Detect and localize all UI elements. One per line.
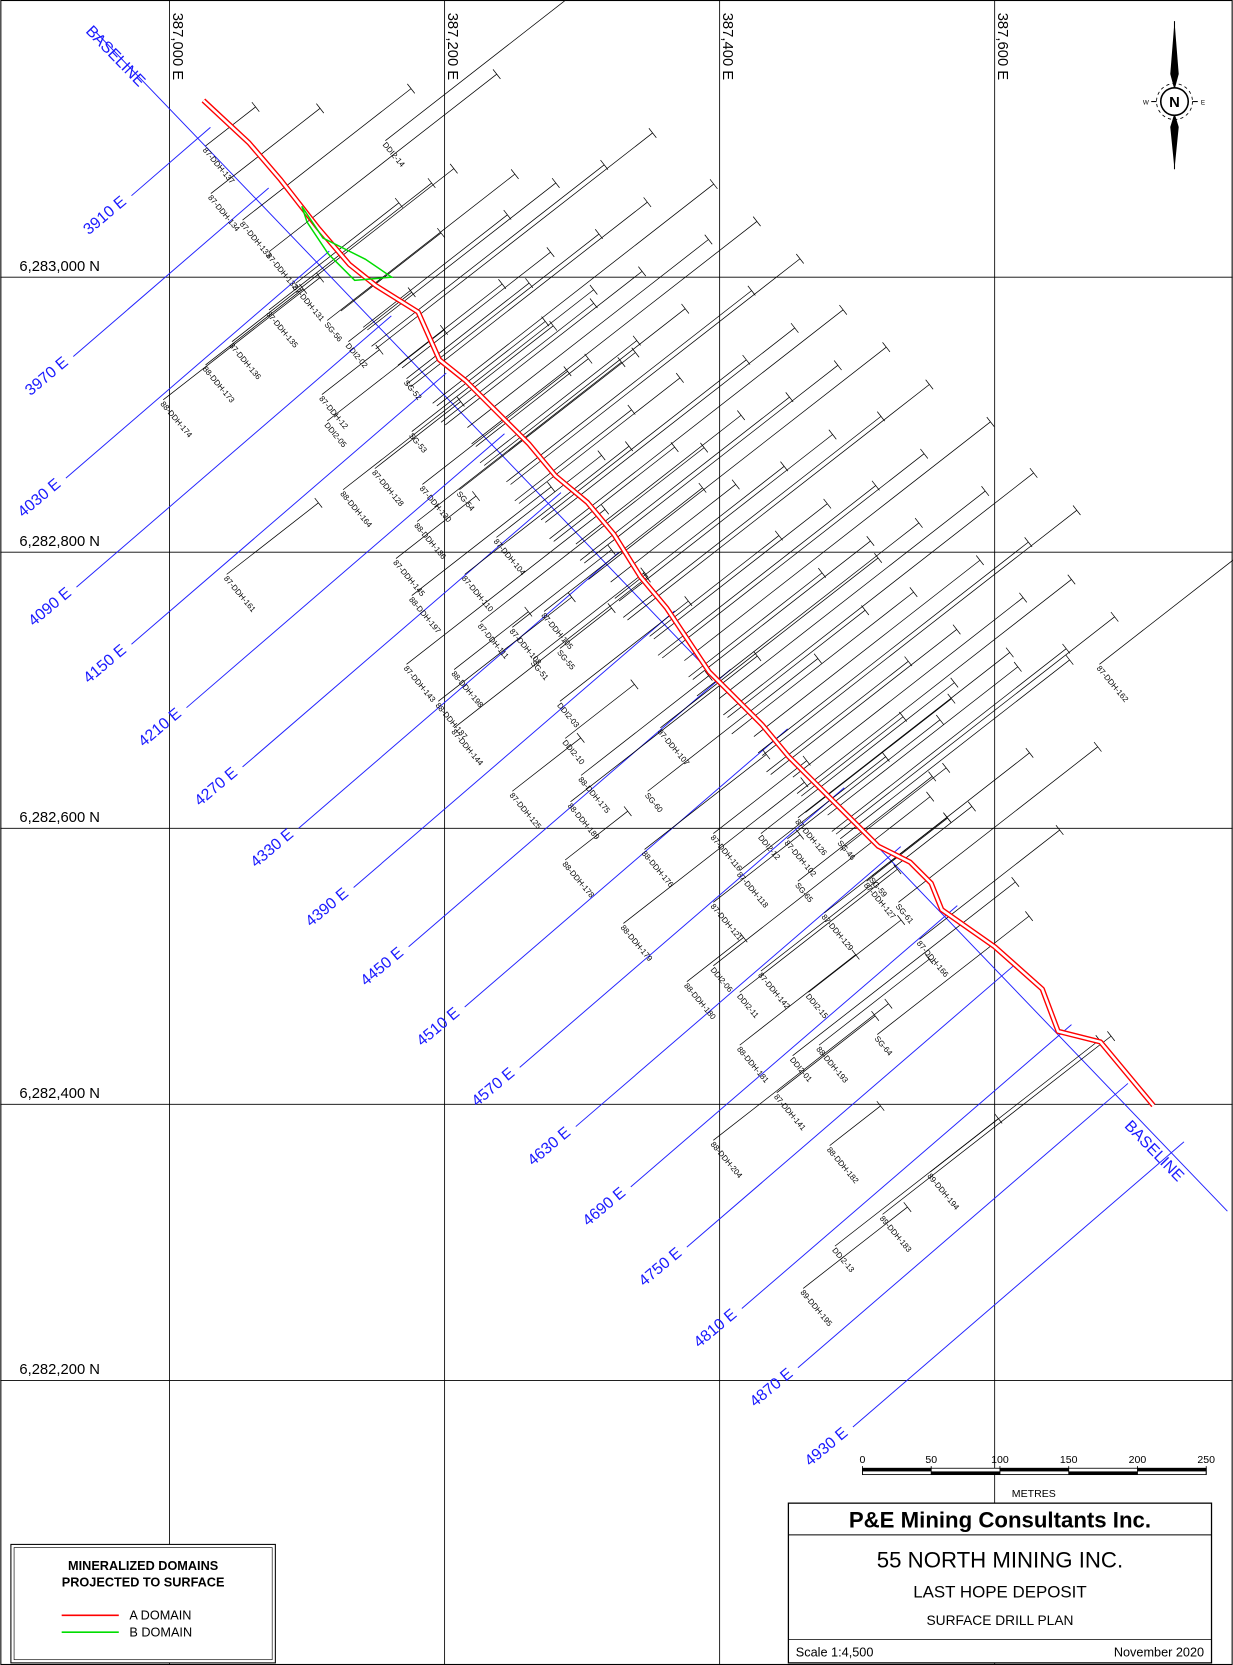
scale-bar-segment <box>1069 1471 1138 1474</box>
scale-tick-label: 50 <box>925 1454 937 1466</box>
scale-text: Scale 1:4,500 <box>796 1646 874 1660</box>
easting-label: 387,200 E <box>444 13 460 81</box>
compass-north: N <box>1169 95 1180 111</box>
scale-tick-label: 100 <box>991 1454 1009 1466</box>
legend-title: MINERALIZED DOMAINS <box>68 1559 218 1573</box>
scale-bar-segment <box>1000 1468 1069 1471</box>
legend: MINERALIZED DOMAINS PROJECTED TO SURFACE… <box>11 1544 275 1662</box>
easting-label: 387,400 E <box>719 13 735 81</box>
drill-plan-map: 387,000 E 387,200 E 387,400 E 387,600 E 6,28… <box>0 0 1233 1665</box>
legend-title: PROJECTED TO SURFACE <box>62 1576 225 1590</box>
northing-label: 6,282,800 N <box>19 534 100 550</box>
easting-label: 387,000 E <box>169 13 185 81</box>
title-block: P&E Mining Consultants Inc. 55 NORTH MIN… <box>788 1503 1211 1663</box>
scale-bar-segment <box>931 1471 1000 1474</box>
northing-label: 6,283,000 N <box>19 259 100 275</box>
northing-label: 6,282,200 N <box>19 1362 100 1378</box>
legend-label: A DOMAIN <box>129 1609 191 1623</box>
scale-bar-segment <box>1137 1468 1206 1471</box>
scale-tick-label: 200 <box>1129 1454 1147 1466</box>
northing-label: 6,282,400 N <box>19 1086 100 1102</box>
company: P&E Mining Consultants Inc. <box>849 1507 1151 1532</box>
compass-west: W <box>1143 100 1149 107</box>
scale-tick-label: 0 <box>860 1454 866 1466</box>
scale-unit: METRES <box>1012 1488 1056 1500</box>
compass-east: E <box>1201 100 1205 107</box>
date: November 2020 <box>1114 1646 1204 1660</box>
northing-label: 6,282,600 N <box>19 810 100 826</box>
client: 55 NORTH MINING INC. <box>877 1548 1123 1573</box>
scale-tick-label: 150 <box>1060 1454 1078 1466</box>
drawing-title: SURFACE DRILL PLAN <box>926 1613 1073 1628</box>
project: LAST HOPE DEPOSIT <box>913 1582 1087 1601</box>
map-frame <box>1 1 1232 1665</box>
scale-bar-segment <box>862 1468 931 1471</box>
scale-tick-label: 250 <box>1197 1454 1215 1466</box>
page: { "grid": { "eastings": ["387,000 E", "3… <box>0 0 1233 1665</box>
easting-label: 387,600 E <box>994 13 1010 81</box>
legend-label: B DOMAIN <box>129 1625 192 1639</box>
